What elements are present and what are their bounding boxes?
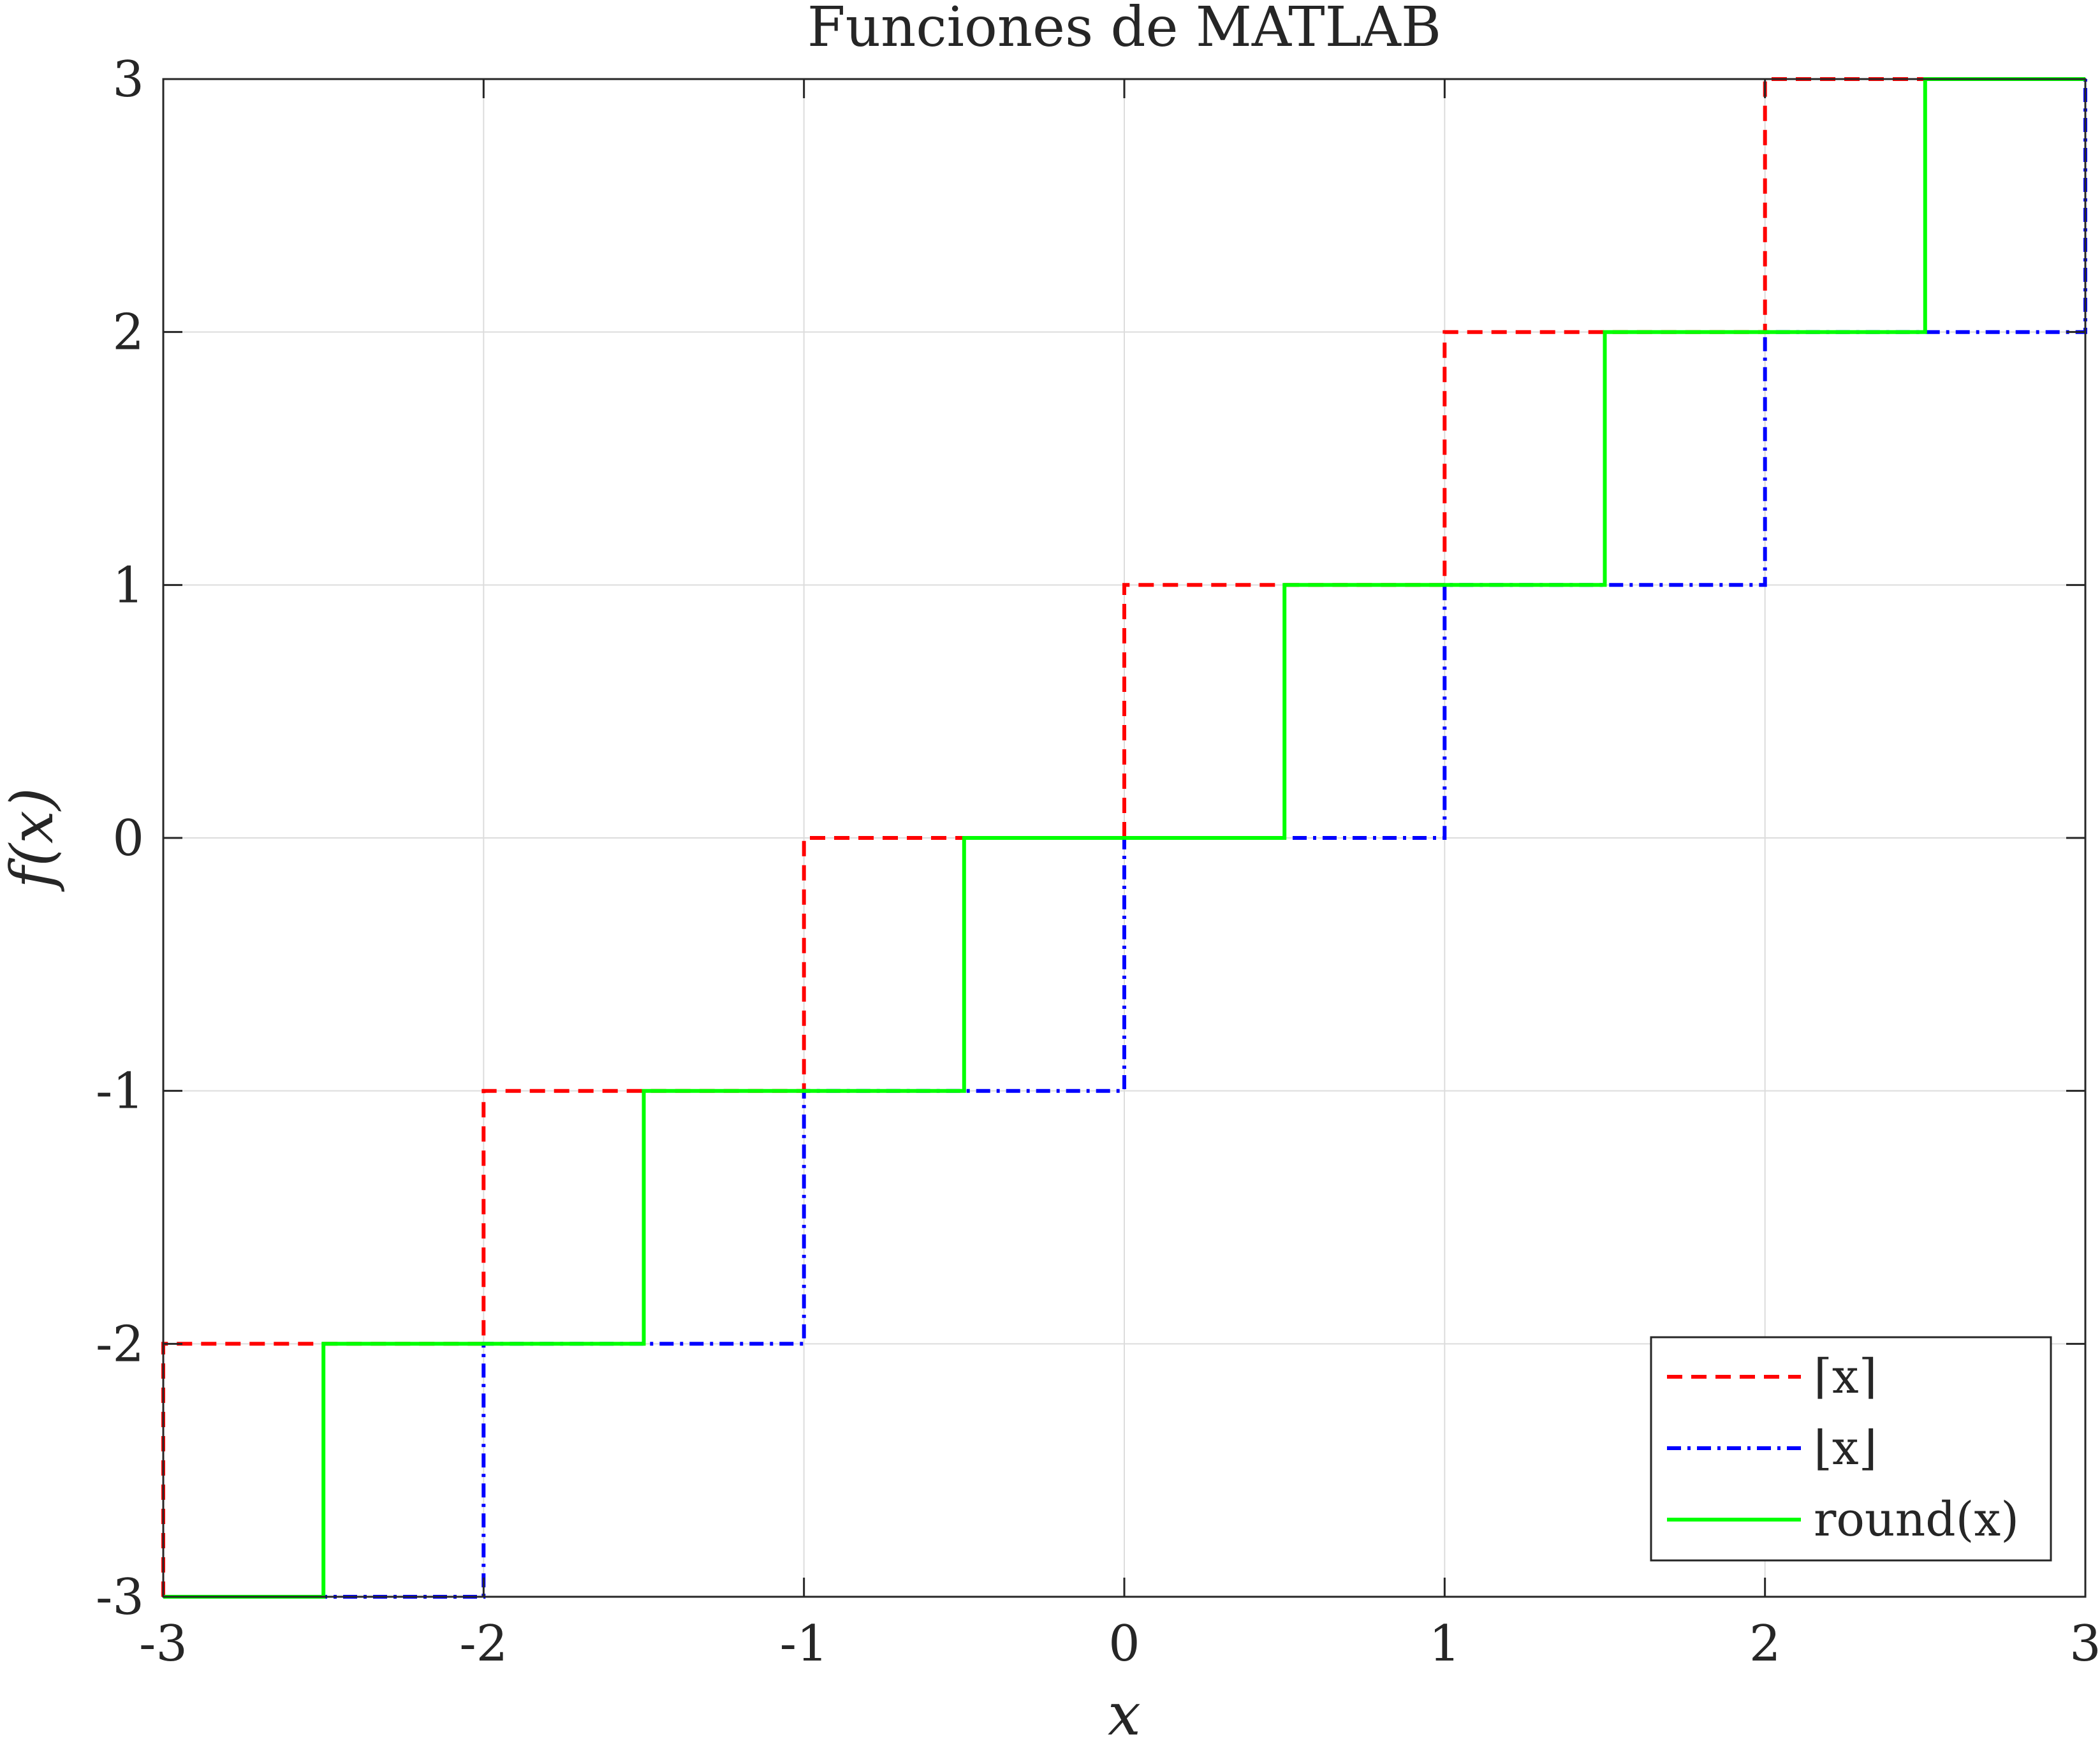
legend-label-floor: ⌊x⌋: [1814, 1421, 1877, 1476]
x-tick-label: -1: [780, 1615, 828, 1673]
legend-label-ceil: ⌈x⌉: [1814, 1349, 1877, 1404]
x-tick-label: 0: [1108, 1615, 1140, 1673]
legend-label-round: round(x): [1814, 1492, 2019, 1547]
legend: ⌈x⌉ ⌊x⌋ round(x): [1651, 1337, 2051, 1560]
y-axis-label: f(x): [0, 788, 66, 892]
y-tick-label: -2: [96, 1316, 144, 1373]
chart-title: Funciones de MATLAB: [807, 0, 1441, 59]
x-tick-label: 1: [1429, 1615, 1461, 1673]
y-tick-label: -3: [96, 1569, 144, 1626]
y-tick-label: -1: [96, 1063, 144, 1120]
y-tick-label: 2: [112, 304, 144, 362]
y-tick-label: 3: [112, 51, 144, 108]
x-tick-label: 3: [2069, 1615, 2100, 1673]
x-tick-label: -2: [459, 1615, 508, 1673]
x-tick-label: 2: [1749, 1615, 1781, 1673]
x-axis-label: x: [1108, 1680, 1141, 1749]
y-tick-label: 0: [112, 810, 144, 867]
y-tick-label: 1: [112, 557, 144, 614]
x-tick-label: -3: [139, 1615, 187, 1673]
